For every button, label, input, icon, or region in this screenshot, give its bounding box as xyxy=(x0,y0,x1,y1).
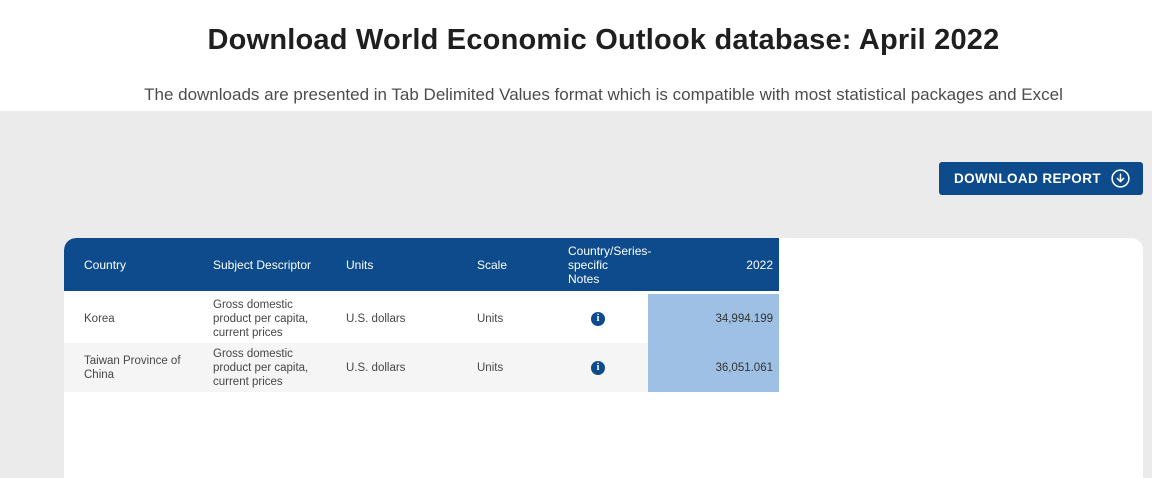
cell-units: U.S. dollars xyxy=(326,294,457,343)
info-icon[interactable]: i xyxy=(591,361,605,375)
page-body: DOWNLOAD REPORT Country S xyxy=(0,111,1152,478)
table-row: Taiwan Province of China Gross domestic … xyxy=(64,343,779,392)
cell-subject-descriptor: Gross domestic product per capita, curre… xyxy=(193,294,326,343)
column-header-2022: 2022 xyxy=(648,238,779,294)
cell-2022-value: 34,994.199 xyxy=(648,294,779,343)
cell-2022-value: 36,051.061 xyxy=(648,343,779,392)
column-header-units: Units xyxy=(326,238,457,294)
page-header: Download World Economic Outlook database… xyxy=(0,0,1152,111)
table-header-row: Country Subject Descriptor Units Scale C… xyxy=(64,238,779,294)
cell-country: Taiwan Province of China xyxy=(64,343,193,392)
cell-country: Korea xyxy=(64,294,193,343)
column-header-scale: Scale xyxy=(457,238,548,294)
column-header-country: Country xyxy=(64,238,193,294)
results-card: Country Subject Descriptor Units Scale C… xyxy=(64,238,1143,478)
column-header-notes: Country/Series-specific Notes xyxy=(548,238,651,294)
cell-units: U.S. dollars xyxy=(326,343,457,392)
info-icon[interactable]: i xyxy=(591,312,605,326)
download-report-button[interactable]: DOWNLOAD REPORT xyxy=(939,162,1143,195)
cell-subject-descriptor: Gross domestic product per capita, curre… xyxy=(193,343,326,392)
cell-notes: i xyxy=(548,343,648,392)
page-title: Download World Economic Outlook database… xyxy=(207,24,1000,56)
cell-scale: Units xyxy=(457,294,548,343)
column-header-subject-descriptor: Subject Descriptor xyxy=(193,238,326,294)
table-row: Korea Gross domestic product per capita,… xyxy=(64,294,779,343)
cell-notes: i xyxy=(548,294,648,343)
weo-data-table: Country Subject Descriptor Units Scale C… xyxy=(64,238,779,392)
cell-scale: Units xyxy=(457,343,548,392)
page-subtitle: The downloads are presented in Tab Delim… xyxy=(144,85,1063,104)
circle-arrow-down-icon xyxy=(1111,169,1130,188)
download-report-label: DOWNLOAD REPORT xyxy=(954,171,1101,186)
